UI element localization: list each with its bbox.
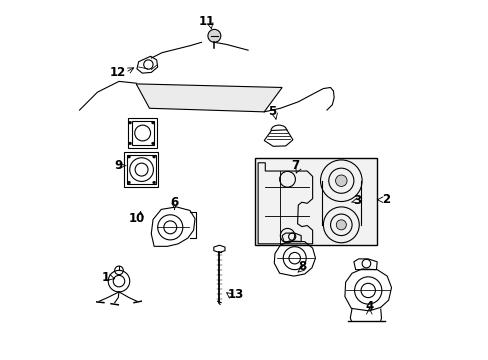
Bar (124, 152, 158, 187)
Circle shape (207, 30, 221, 42)
Circle shape (128, 121, 131, 124)
Circle shape (127, 155, 130, 158)
Circle shape (127, 181, 130, 184)
Text: 4: 4 (365, 300, 373, 313)
Bar (131, 121, 153, 145)
Circle shape (151, 142, 154, 145)
Circle shape (151, 121, 154, 124)
Polygon shape (136, 84, 282, 112)
Text: 3: 3 (353, 194, 361, 207)
Text: 2: 2 (381, 193, 389, 206)
Bar (255, 158, 376, 245)
Bar (128, 118, 156, 148)
Text: 7: 7 (291, 159, 299, 172)
Text: 1: 1 (101, 271, 109, 284)
Circle shape (152, 181, 155, 184)
Text: 9: 9 (115, 159, 123, 172)
Bar (127, 155, 156, 184)
Circle shape (152, 155, 155, 158)
Text: 6: 6 (170, 196, 178, 209)
Text: 8: 8 (298, 260, 306, 273)
Text: 10: 10 (128, 212, 145, 225)
Text: 12: 12 (110, 66, 126, 79)
Circle shape (336, 220, 346, 230)
Circle shape (335, 175, 346, 186)
Circle shape (128, 142, 131, 145)
Text: 11: 11 (198, 15, 215, 28)
Text: 5: 5 (268, 105, 276, 118)
Text: 13: 13 (227, 288, 243, 301)
